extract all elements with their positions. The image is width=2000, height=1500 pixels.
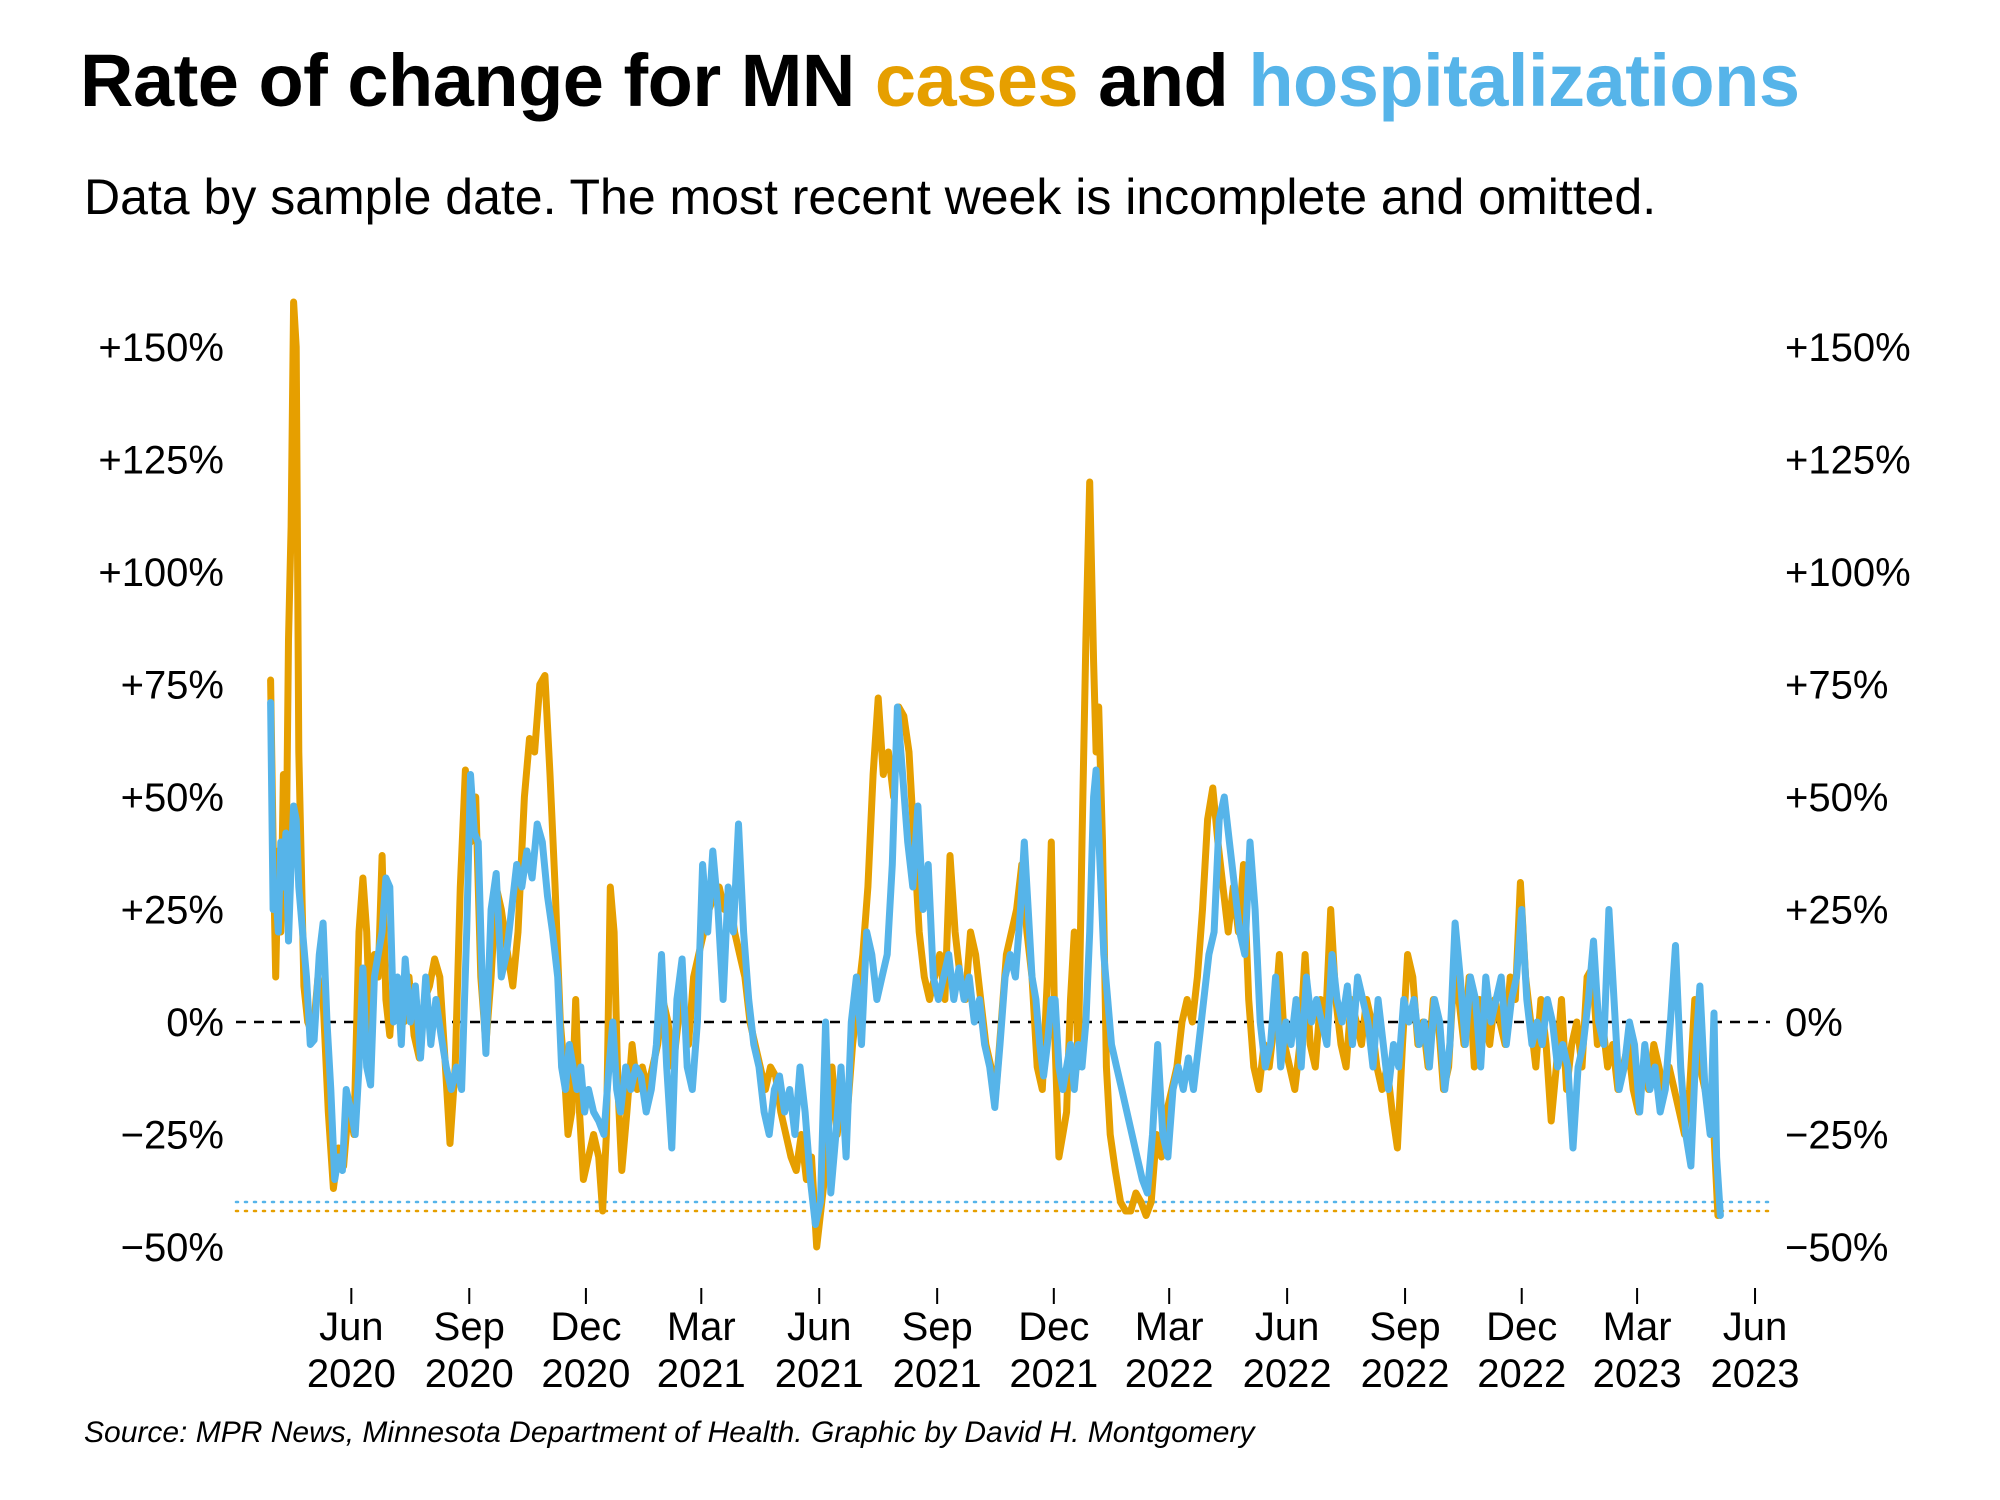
x-tick-label: Jun 2022	[1243, 1305, 1332, 1396]
title-cases: cases	[874, 39, 1079, 122]
x-tick-label: Jun 2023	[1711, 1305, 1800, 1396]
y-axis-left: +150% +125% +100% +75% +50% +25% 0% −25% −50%	[98, 326, 224, 1270]
y-tick-label-right: 0%	[1785, 1001, 1843, 1045]
y-tick-label-right: −25%	[1785, 1114, 1888, 1158]
x-tick-label: Jun 2021	[775, 1305, 864, 1396]
hospitalizations-series-line	[267, 699, 1724, 1228]
y-tick-label-right: −50%	[1785, 1226, 1888, 1270]
x-tick-label: Sep 2020	[425, 1305, 514, 1396]
y-tick-label-right: +100%	[1785, 551, 1911, 595]
y-tick-label-left: +150%	[98, 326, 224, 370]
y-tick-label-right: +25%	[1785, 889, 1888, 933]
y-tick-label-left: +25%	[121, 889, 224, 933]
y-tick-label-left: +75%	[121, 664, 224, 708]
x-tick-label: Mar 2022	[1125, 1305, 1214, 1396]
y-tick-label-right: +50%	[1785, 776, 1888, 820]
y-tick-label-left: −25%	[121, 1114, 224, 1158]
source-note: Source: MPR News, Minnesota Department o…	[84, 1416, 1255, 1449]
y-tick-label-left: 0%	[166, 1001, 224, 1045]
title-hospitalizations: hospitalizations	[1248, 39, 1800, 122]
chart-subtitle: Data by sample date. The most recent wee…	[84, 169, 1657, 225]
x-tick-label: Dec 2021	[1009, 1305, 1098, 1396]
y-tick-label-left: −50%	[121, 1226, 224, 1270]
x-tick-label: Sep 2022	[1361, 1305, 1450, 1396]
x-tick-label: Dec 2022	[1477, 1305, 1566, 1396]
title-part2: and	[1078, 39, 1249, 122]
y-tick-label-left: +50%	[121, 776, 224, 820]
x-tick-label: Mar 2023	[1593, 1305, 1682, 1396]
y-tick-label-left: +100%	[98, 551, 224, 595]
x-axis: Jun 2020 Sep 2020 Dec 2020 Mar 2021 Jun 2021 Sep 20…	[307, 1288, 1800, 1396]
x-tick-label: Dec 2020	[541, 1305, 630, 1396]
y-axis-right: +150% +125% +100% +75% +50% +25% 0% −25% −50%	[1785, 326, 1911, 1270]
x-tick-label: Jun 2020	[307, 1305, 396, 1396]
x-tick-label: Sep 2021	[893, 1305, 982, 1396]
series-lines	[267, 298, 1724, 1251]
y-tick-label-right: +75%	[1785, 664, 1888, 708]
reference-lines	[234, 1020, 1772, 1213]
y-tick-label-left: +125%	[98, 439, 224, 483]
x-tick-label: Mar 2021	[657, 1305, 746, 1396]
y-tick-label-right: +150%	[1785, 326, 1911, 370]
y-tick-label-right: +125%	[1785, 439, 1911, 483]
chart-title: Rate of change for MN cases and hospital…	[80, 38, 1800, 123]
title-part1: Rate of change for MN	[80, 39, 875, 122]
